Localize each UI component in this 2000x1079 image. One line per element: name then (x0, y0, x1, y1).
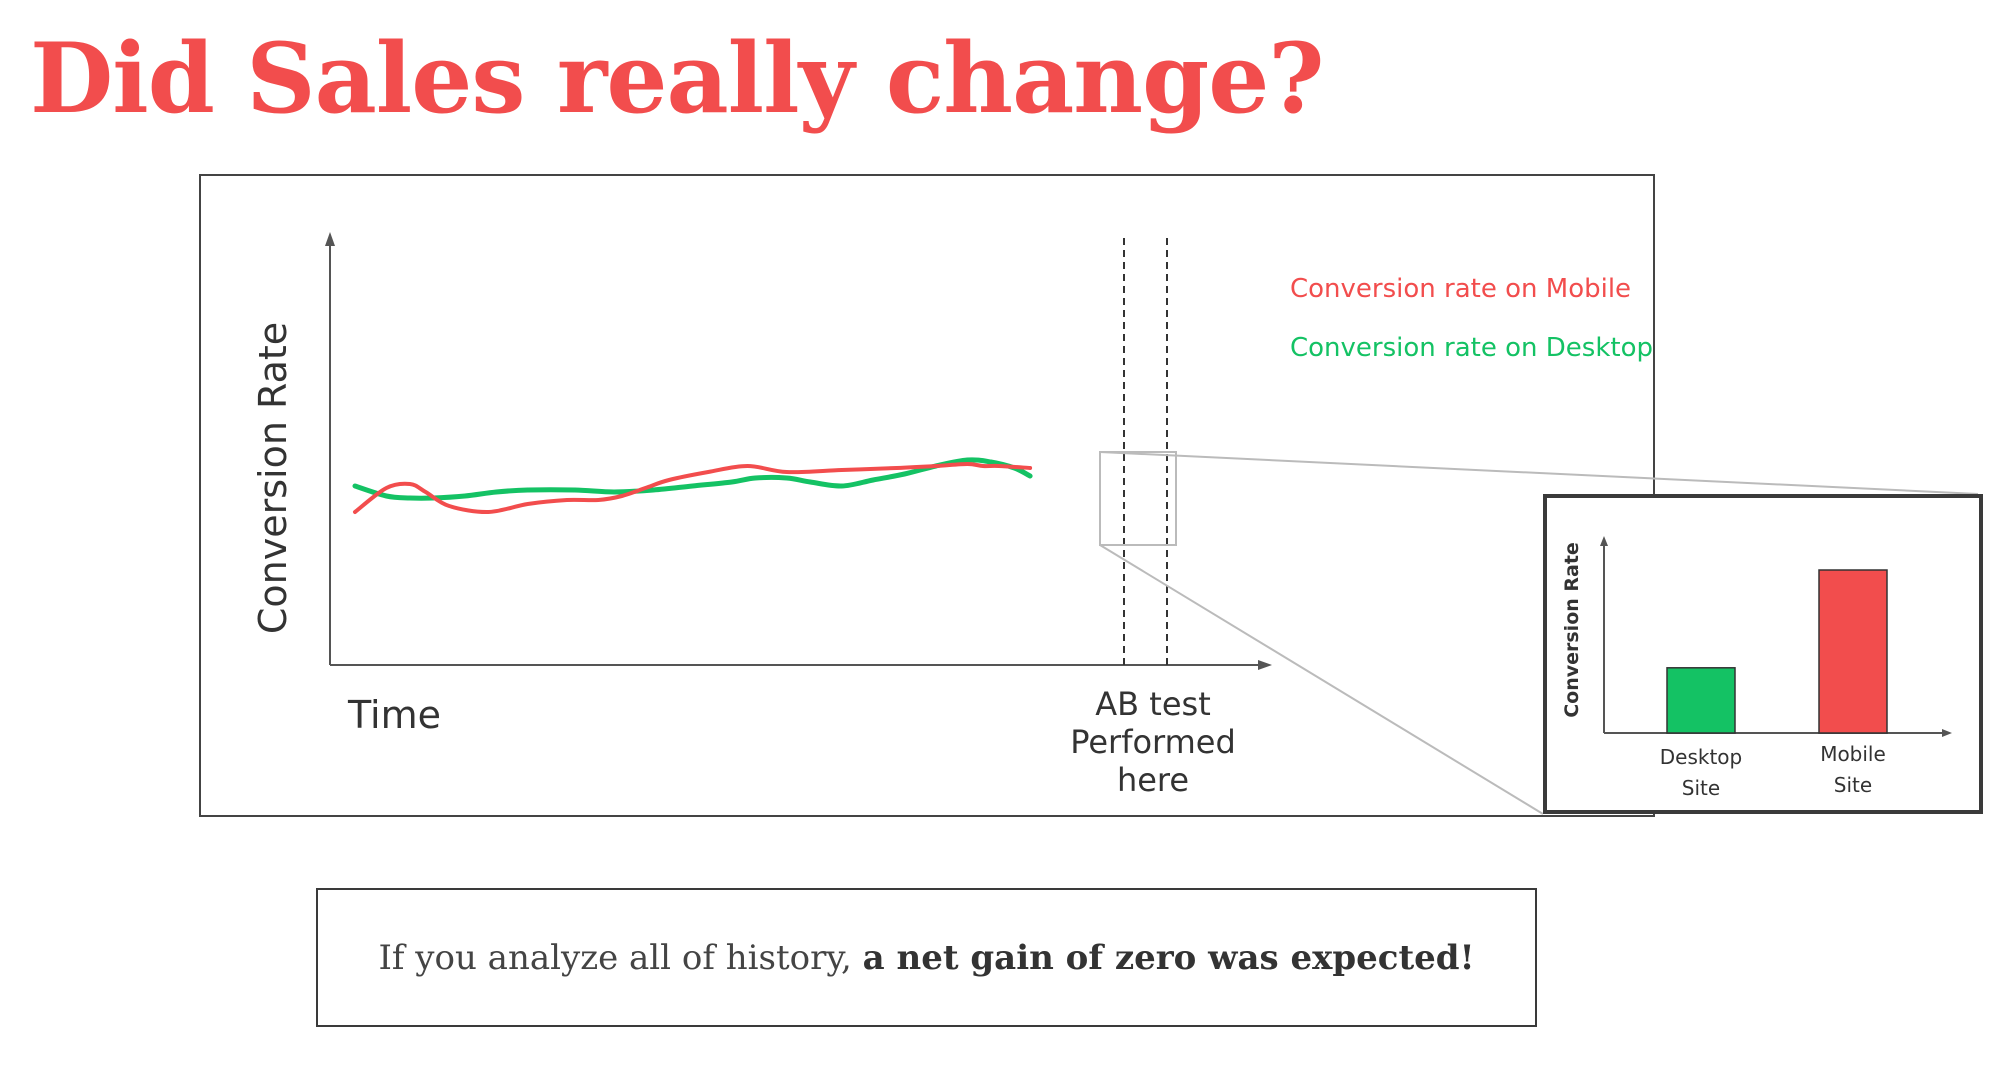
caption-text: If you analyze all of history, a net gai… (378, 938, 1474, 978)
slide-title: Did Sales really change? (30, 22, 1325, 135)
caption-bold: a net gain of zero was expected! (862, 937, 1475, 978)
inset-bar-chart-frame (1543, 494, 1983, 814)
caption-box: If you analyze all of history, a net gai… (316, 888, 1537, 1027)
caption-normal: If you analyze all of history, (378, 937, 863, 978)
main-chart-frame (199, 174, 1655, 817)
